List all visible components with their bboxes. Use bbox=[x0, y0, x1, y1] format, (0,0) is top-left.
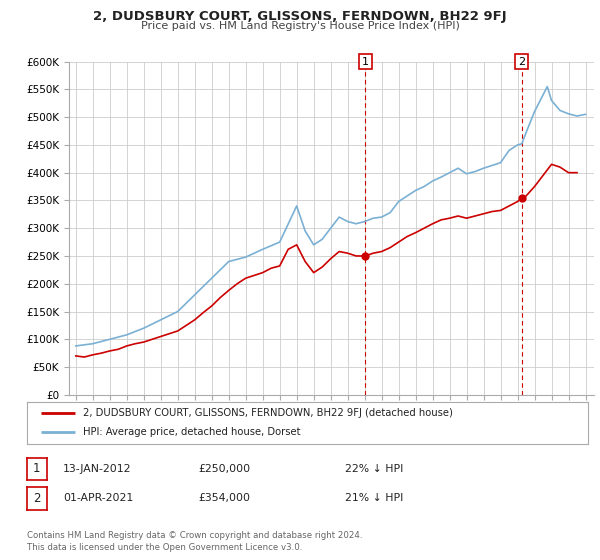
Text: 2, DUDSBURY COURT, GLISSONS, FERNDOWN, BH22 9FJ (detached house): 2, DUDSBURY COURT, GLISSONS, FERNDOWN, B… bbox=[83, 408, 453, 418]
Text: £354,000: £354,000 bbox=[198, 493, 250, 503]
Text: Price paid vs. HM Land Registry's House Price Index (HPI): Price paid vs. HM Land Registry's House … bbox=[140, 21, 460, 31]
Text: 1: 1 bbox=[33, 462, 41, 475]
Text: £250,000: £250,000 bbox=[198, 464, 250, 474]
Text: Contains HM Land Registry data © Crown copyright and database right 2024.
This d: Contains HM Land Registry data © Crown c… bbox=[27, 531, 362, 552]
Text: 21% ↓ HPI: 21% ↓ HPI bbox=[345, 493, 403, 503]
Text: 2, DUDSBURY COURT, GLISSONS, FERNDOWN, BH22 9FJ: 2, DUDSBURY COURT, GLISSONS, FERNDOWN, B… bbox=[93, 10, 507, 23]
Text: 2: 2 bbox=[33, 492, 41, 505]
Text: 22% ↓ HPI: 22% ↓ HPI bbox=[345, 464, 403, 474]
Text: 1: 1 bbox=[362, 57, 369, 67]
Text: 13-JAN-2012: 13-JAN-2012 bbox=[63, 464, 131, 474]
Text: HPI: Average price, detached house, Dorset: HPI: Average price, detached house, Dors… bbox=[83, 427, 301, 437]
Text: 01-APR-2021: 01-APR-2021 bbox=[63, 493, 133, 503]
Text: 2: 2 bbox=[518, 57, 526, 67]
